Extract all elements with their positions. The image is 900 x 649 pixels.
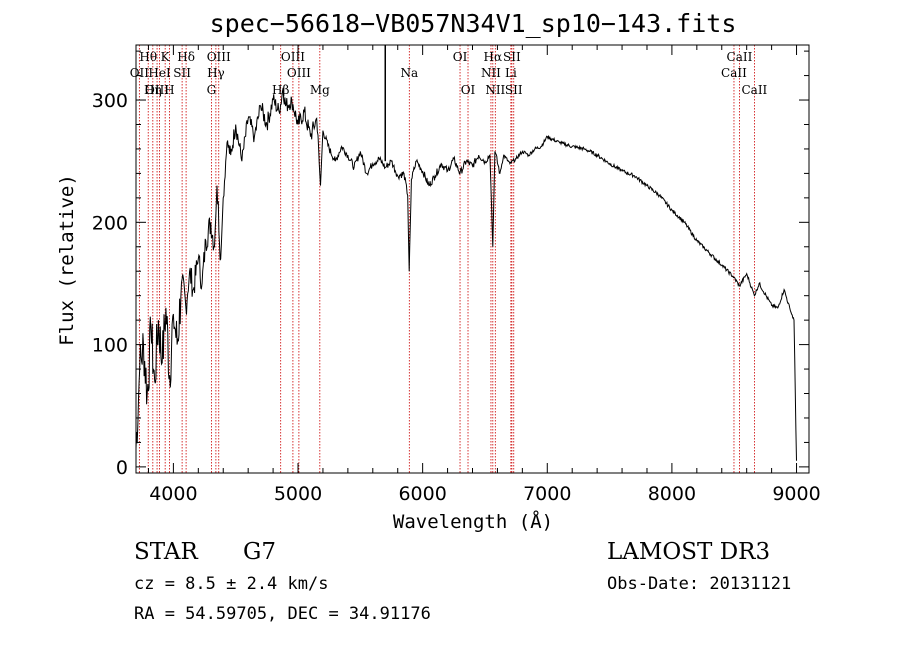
flux-series-line <box>135 87 797 461</box>
spectral-line-label: NII <box>481 66 501 80</box>
x-tick-label: 4000 <box>149 483 197 505</box>
spectral-line-label: SII <box>505 83 523 97</box>
series-layer <box>135 87 797 461</box>
spectral-line-label: Hα <box>484 50 503 64</box>
x-tick-label: 8000 <box>648 483 696 505</box>
survey-name: LAMOST DR3 <box>607 539 770 565</box>
y-tick-label: 300 <box>92 90 128 112</box>
coordinates: RA = 54.59705, DEC = 34.91176 <box>134 604 431 624</box>
redshift-velocity: cz = 8.5 ± 2.4 km/s <box>134 574 328 594</box>
spectral-line-markers <box>138 45 755 473</box>
spectral-line-label: OIII <box>145 83 169 97</box>
spectral-line-label: H <box>164 83 174 97</box>
spectral-line-label: OI <box>461 83 476 97</box>
spectral-line-label: OIII <box>287 66 311 80</box>
spectral-line-label: CaII <box>727 50 753 64</box>
spectral-line-label: Li <box>505 66 517 80</box>
spectral-line-label: K <box>161 50 171 64</box>
y-tick-labels: 0 100 200 300 <box>92 90 128 479</box>
spectral-line-label: Hη <box>144 83 162 97</box>
spectral-line-label: SII <box>173 66 191 80</box>
x-axis-label: Wavelength (Å) <box>393 510 553 533</box>
x-tick-label: 5000 <box>274 483 322 505</box>
x-tick-label: 7000 <box>523 483 571 505</box>
x-tick-label: 9000 <box>772 483 820 505</box>
spectral-line-label: OIII <box>207 50 231 64</box>
spectral-line-label: Hθ <box>139 50 157 64</box>
spectral-line-label: Hδ <box>177 50 195 64</box>
spectral-line-label: HeI <box>148 66 171 80</box>
spectral-line-label: SII <box>503 50 521 64</box>
y-tick-label: 0 <box>116 457 128 479</box>
axis-ticks <box>136 45 809 473</box>
spectral-line-label: Hβ <box>272 83 289 97</box>
spectral-line-label: G <box>207 83 217 97</box>
x-tick-labels: 4000 5000 6000 7000 8000 9000 <box>149 483 821 505</box>
spectral-line-label: OII <box>130 66 150 80</box>
spectral-line-label: CaII <box>741 83 767 97</box>
spectral-line-label: CaII <box>721 66 747 80</box>
y-tick-label: 100 <box>92 335 128 357</box>
object-class: STAR <box>134 539 198 565</box>
spectral-line-label: OIII <box>281 50 305 64</box>
spectral-line-label: OI <box>453 50 468 64</box>
spectral-line-label: Hγ <box>207 66 225 80</box>
object-subclass: G7 <box>243 539 276 565</box>
spectral-line-label: NII <box>485 83 505 97</box>
spectral-line-label: Mg <box>310 83 330 97</box>
spectral-line-label: Na <box>400 66 418 80</box>
y-axis-label: Flux (relative) <box>56 174 78 346</box>
y-tick-label: 200 <box>92 212 128 234</box>
plot-frame <box>135 44 810 474</box>
x-tick-label: 6000 <box>398 483 446 505</box>
observation-date: Obs-Date: 20131121 <box>607 574 791 594</box>
chart-title: spec−56618−VB057N34V1_sp10−143.fits <box>210 9 737 38</box>
